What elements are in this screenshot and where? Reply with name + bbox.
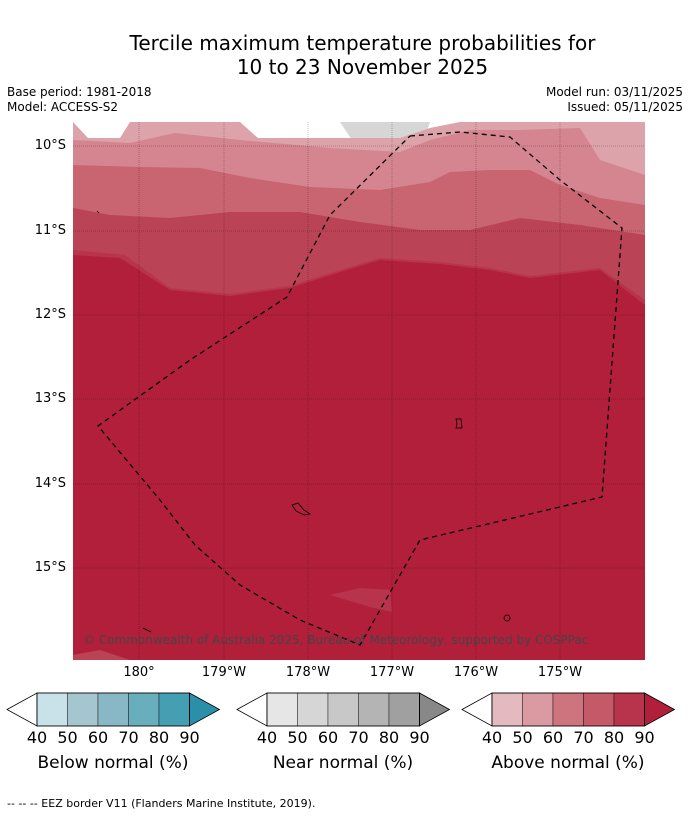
colorbar-below-outline xyxy=(36,692,190,727)
colorbar-above-segment xyxy=(552,692,584,727)
colorbar-below-segment xyxy=(36,692,68,727)
model-run: Model run: 03/11/2025 xyxy=(545,85,683,99)
meta-left: Base period: 1981-2018 Model: ACCESS-S2 xyxy=(7,85,152,115)
lat-label-12s: 12°S xyxy=(34,307,66,322)
colorbar-above-segment xyxy=(583,692,615,727)
colorbar-below-segment xyxy=(128,692,160,727)
colorbar-below-max-arrow xyxy=(189,692,221,727)
lon-label-175w: 175°W xyxy=(537,665,583,680)
lat-label-15s: 15°S xyxy=(34,560,66,575)
colorbar-above-tick: 90 xyxy=(634,728,655,747)
colorbar-near-max-arrow xyxy=(419,692,451,727)
colorbar-near-segment xyxy=(388,692,420,727)
meta-right: Model run: 03/11/2025 Issued: 05/11/2025 xyxy=(546,85,683,115)
colorbar-above-tick: 50 xyxy=(512,728,533,747)
colorbar-above-segment xyxy=(491,692,523,727)
colorbar-near-outline xyxy=(266,692,420,727)
copyright-notice: © Commonwealth of Australia 2025, Bureau… xyxy=(83,633,589,647)
colorbar-below-tick: 70 xyxy=(118,728,139,747)
lon-label-176w: 176°W xyxy=(453,665,499,680)
colorbar-below-tick: 80 xyxy=(148,728,170,747)
lon-label-177w: 177°W xyxy=(369,665,415,680)
colorbar-below-tick: 90 xyxy=(179,728,200,747)
eez-border xyxy=(97,131,623,646)
colorbar-near-tick: 80 xyxy=(378,728,400,747)
colorbar-near-segment xyxy=(358,692,390,727)
colorbar-near-segment xyxy=(327,692,359,727)
colorbar-near-tick: 50 xyxy=(287,728,308,747)
issued-date: Issued: 05/11/2025 xyxy=(567,100,683,114)
colorbar-below xyxy=(6,692,221,727)
colorbar-near-tick: 70 xyxy=(348,728,369,747)
colorbar-near xyxy=(236,692,451,727)
colorbar-below-segment xyxy=(158,692,190,727)
lat-label-10s: 10°S xyxy=(34,138,66,153)
island-4 xyxy=(142,627,152,633)
near-normal-label: Near normal (%) xyxy=(272,753,414,773)
colorbar-above-min-arrow xyxy=(461,692,493,727)
band-90-plus xyxy=(73,255,645,660)
colorbar-near-segment xyxy=(297,692,329,727)
map-title: Tercile maximum temperature probabilitie… xyxy=(0,31,690,79)
below-normal-label: Below normal (%) xyxy=(37,753,189,773)
colorbar-near-tick: 60 xyxy=(317,728,339,747)
title-line-2: 10 to 23 November 2025 xyxy=(236,55,489,79)
colorbar-below-segment xyxy=(97,692,129,727)
island-5 xyxy=(96,210,100,214)
island-2 xyxy=(291,502,312,516)
colorbar-near-tick: 40 xyxy=(256,728,278,747)
colorbar-below-min-arrow xyxy=(6,692,38,727)
colorbar-above xyxy=(461,692,676,727)
colorbar-below-tick: 40 xyxy=(26,728,48,747)
colorbar-near-tick: 90 xyxy=(409,728,430,747)
model-name: Model: ACCESS-S2 xyxy=(7,100,119,114)
colorbar-above-tick: 80 xyxy=(603,728,625,747)
colorbar-above-tick: 70 xyxy=(573,728,594,747)
lon-label-179w: 179°W xyxy=(201,665,247,680)
graticule xyxy=(73,122,645,660)
lon-label-180: 180° xyxy=(123,665,155,680)
lat-label-11s: 11°S xyxy=(34,223,66,238)
island-1 xyxy=(455,418,463,429)
eez-footnote: -- -- -- EEZ border V11 (Flanders Marine… xyxy=(7,797,316,810)
colorbar-near-segment xyxy=(266,692,298,727)
title-line-1: Tercile maximum temperature probabilitie… xyxy=(129,31,596,55)
lat-label-13s: 13°S xyxy=(34,391,66,406)
colorbar-above-segment xyxy=(613,692,645,727)
colorbar-near-min-arrow xyxy=(236,692,268,727)
island-3 xyxy=(503,614,511,622)
colorbar-above-tick: 60 xyxy=(542,728,564,747)
colorbar-above-tick: 40 xyxy=(481,728,503,747)
patch-bottom-left xyxy=(73,650,130,660)
colorbar-above-outline xyxy=(491,692,645,727)
patch-80-90 xyxy=(330,588,392,612)
colorbar-above-max-arrow xyxy=(644,692,676,727)
lon-label-178w: 178°W xyxy=(285,665,331,680)
colorbar-above-segment xyxy=(522,692,554,727)
colorbar-below-segment xyxy=(67,692,99,727)
lat-label-14s: 14°S xyxy=(34,476,66,491)
colorbar-below-tick: 60 xyxy=(87,728,109,747)
colorbar-below-tick: 50 xyxy=(57,728,78,747)
above-normal-label: Above normal (%) xyxy=(491,753,645,773)
base-period: Base period: 1981-2018 xyxy=(7,85,152,99)
